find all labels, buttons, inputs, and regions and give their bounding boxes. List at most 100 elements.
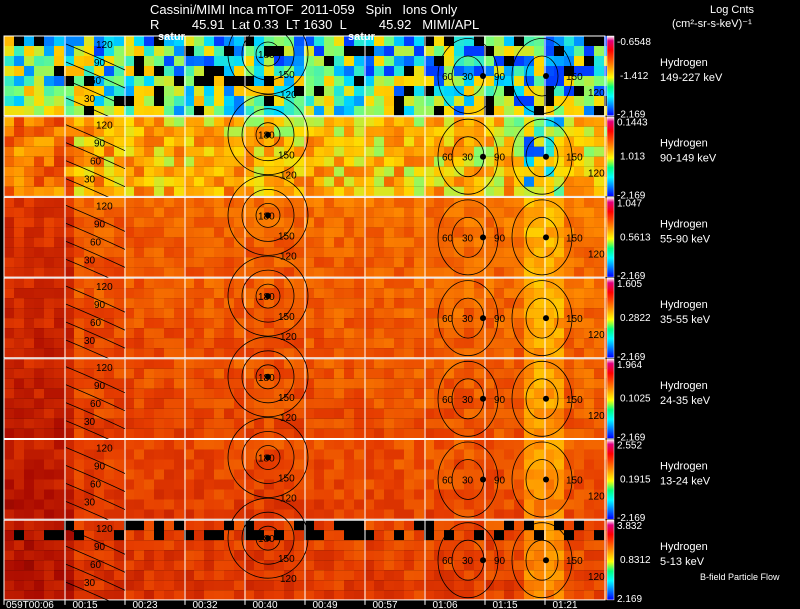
contour-label: 60 xyxy=(442,314,454,325)
contour-label: 120 xyxy=(280,171,297,182)
contour-label: 150 xyxy=(278,312,295,323)
contour-label: 180 xyxy=(258,292,275,303)
contour-label: 120 xyxy=(280,494,297,505)
contour-label: 30 xyxy=(84,255,96,266)
colorbar-min: -2.169 xyxy=(617,190,646,201)
x-tick-label: 00:15 xyxy=(72,600,97,609)
x-tick-label: 00:23 xyxy=(132,600,157,609)
contour-label: 90 xyxy=(94,139,106,150)
contour-label: 60 xyxy=(90,399,102,410)
contour-label: 90 xyxy=(94,462,106,473)
colorbar-max: 1.605 xyxy=(617,279,642,290)
contour-label: 150 xyxy=(278,474,295,485)
contour-label: 90 xyxy=(494,395,506,406)
species-label: Hydrogen xyxy=(660,218,708,230)
energy-label: 5-13 keV xyxy=(660,556,705,568)
satur-marker-mid: satur xyxy=(348,31,376,43)
colorbar-min: -2.169 xyxy=(617,271,646,282)
energy-label: 13-24 keV xyxy=(660,476,711,488)
contour-label: 120 xyxy=(588,88,605,99)
x-tick-label: 00:32 xyxy=(192,600,217,609)
colorbar-mid: -1.412 xyxy=(620,71,649,82)
colorbar-min: -2.169 xyxy=(617,513,646,524)
colorbar xyxy=(607,439,614,520)
contour-label: 30 xyxy=(84,94,96,105)
contour-label: 60 xyxy=(442,153,454,164)
contour-label: 120 xyxy=(588,572,605,583)
contour-label: 60 xyxy=(442,72,454,83)
contour-label: 60 xyxy=(442,556,454,567)
satur-marker-left: satur xyxy=(158,31,186,43)
colorbar xyxy=(607,278,614,358)
contour-label: 60 xyxy=(90,480,102,491)
colorbar-min: -2.169 xyxy=(617,110,646,121)
contour-label: 180 xyxy=(258,534,275,545)
contour-label: 90 xyxy=(94,542,106,553)
contour-label: 120 xyxy=(96,363,113,374)
contour-label: 150 xyxy=(566,556,583,567)
colorbar-mid: 0.1915 xyxy=(620,474,651,485)
colorbar-mid: 0.1025 xyxy=(620,394,651,405)
colorbar xyxy=(607,520,614,600)
species-label: Hydrogen xyxy=(660,380,708,392)
contour-label: 90 xyxy=(94,219,106,230)
contour-label: 150 xyxy=(566,72,583,83)
contour-label: 120 xyxy=(588,411,605,422)
contour-label: 120 xyxy=(96,121,113,132)
contour-label: 90 xyxy=(94,300,106,311)
contour-label: 120 xyxy=(588,330,605,341)
contour-label: 60 xyxy=(90,560,102,571)
contour-label: 120 xyxy=(588,169,605,180)
contour-label: 90 xyxy=(494,153,506,164)
energy-label: 149-227 keV xyxy=(660,72,723,84)
contour-label: 150 xyxy=(278,70,295,81)
contour-label: 180 xyxy=(258,373,275,384)
colorbar xyxy=(607,197,614,278)
contour-label: 60 xyxy=(90,318,102,329)
chart-title: Cassini/MIMI Inca mTOF 2011-059 Spin Ion… xyxy=(150,2,458,17)
energy-label: 24-35 keV xyxy=(660,395,711,407)
contour-label: 90 xyxy=(494,72,506,83)
x-tick-label: 00:57 xyxy=(372,600,397,609)
colorbar-mid: 0.8312 xyxy=(620,555,651,566)
x-tick-label: 00:40 xyxy=(252,600,277,609)
contour-label: 60 xyxy=(90,237,102,248)
contour-label: 120 xyxy=(588,492,605,503)
colorbar-max: 3.832 xyxy=(617,521,642,532)
colorbar-units: (cm²-sr-s-keV)⁻¹ xyxy=(672,18,752,30)
contour-label: 150 xyxy=(278,393,295,404)
contour-label: 90 xyxy=(494,556,506,567)
contour-label: 120 xyxy=(96,444,113,455)
x-tick-label: 059T00:06 xyxy=(6,600,54,609)
energy-label: 55-90 keV xyxy=(660,233,711,245)
species-label: Hydrogen xyxy=(660,138,708,150)
contour-label: 150 xyxy=(566,233,583,244)
contour-label: 60 xyxy=(90,157,102,168)
contour-label: 150 xyxy=(566,395,583,406)
contour-label: 60 xyxy=(442,476,454,487)
contour-label: 120 xyxy=(96,40,113,51)
contour-label: 150 xyxy=(278,151,295,162)
energy-label: 35-55 keV xyxy=(660,314,711,326)
contour-label: 120 xyxy=(96,282,113,293)
colorbar-mid: 0.2822 xyxy=(620,313,651,324)
contour-label: 180 xyxy=(258,131,275,142)
colorbar-mid: 1.013 xyxy=(620,152,645,163)
colorbar-max: -0.6548 xyxy=(617,37,651,48)
contour-label: 180 xyxy=(258,454,275,465)
contour-label: 30 xyxy=(84,578,96,589)
contour-label: 120 xyxy=(280,251,297,262)
colorbar-min: -2.169 xyxy=(617,433,646,444)
contour-label: 30 xyxy=(84,498,96,509)
bfield-legend: B-field Particle Flow xyxy=(700,572,780,582)
species-label: Hydrogen xyxy=(660,57,708,69)
contour-label: 150 xyxy=(566,314,583,325)
colorbar xyxy=(607,36,614,116)
colorbar xyxy=(607,116,614,197)
colorbar-mid: 0.5613 xyxy=(620,232,651,243)
x-tick-label: 01:15 xyxy=(492,600,517,609)
